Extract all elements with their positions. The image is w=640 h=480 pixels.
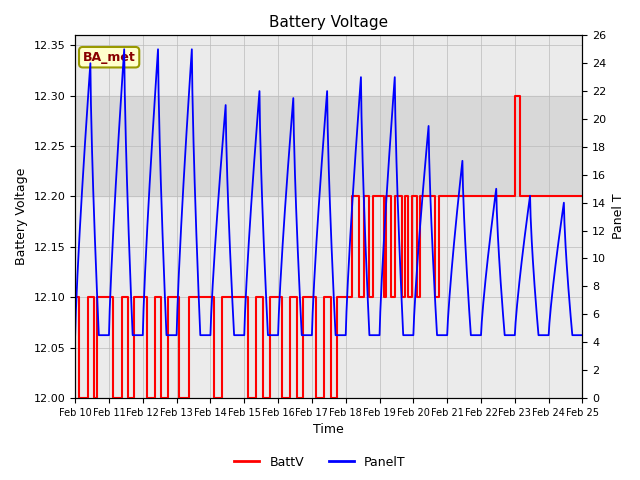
Y-axis label: Battery Voltage: Battery Voltage xyxy=(15,168,28,265)
Title: Battery Voltage: Battery Voltage xyxy=(269,15,388,30)
Bar xyxy=(75,96,582,196)
Legend: BattV, PanelT: BattV, PanelT xyxy=(229,451,411,474)
Y-axis label: Panel T: Panel T xyxy=(612,194,625,240)
Text: BA_met: BA_met xyxy=(83,51,136,64)
X-axis label: Time: Time xyxy=(314,423,344,436)
